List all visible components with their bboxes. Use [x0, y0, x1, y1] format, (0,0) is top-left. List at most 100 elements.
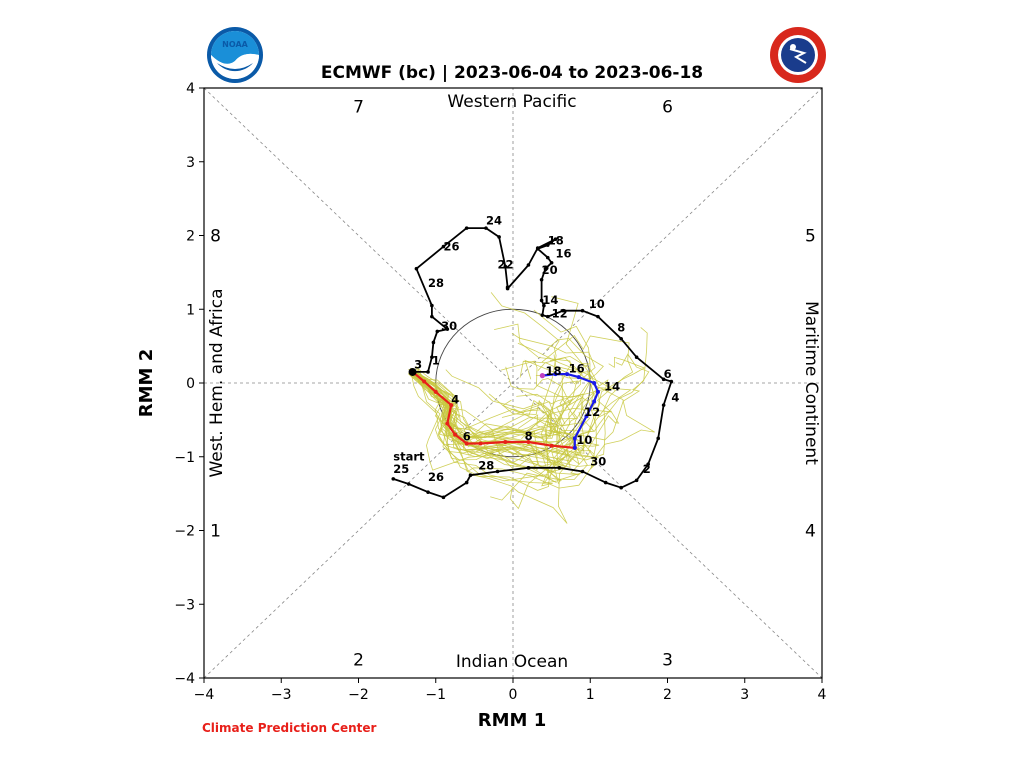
observed-point: [539, 277, 544, 282]
forecast-week2-point: [592, 399, 597, 404]
observed-point: [557, 466, 562, 470]
ensemble-member-line: [412, 369, 597, 470]
y-tick-label: −3: [174, 597, 195, 613]
observed-point: [661, 377, 666, 382]
forecast-week2-point: [553, 372, 558, 377]
day-label: 16: [569, 362, 585, 376]
day-label: 30: [441, 319, 457, 333]
observed-point: [441, 244, 446, 249]
ensemble-member-line: [412, 366, 632, 461]
observed-point: [545, 243, 550, 247]
observed-point: [619, 336, 623, 341]
x-tick-label: 4: [818, 687, 827, 703]
observed-point: [431, 340, 436, 345]
forecast-week2-line: [542, 373, 600, 448]
observed-point: [503, 264, 508, 269]
region-label-bottom: Indian Ocean: [456, 652, 568, 672]
day-label: 28: [428, 276, 444, 290]
day-label: 6: [463, 430, 471, 444]
ensemble-member-line: [414, 323, 572, 430]
y-tick-label: 3: [186, 155, 195, 171]
day-label: 26: [443, 239, 459, 253]
x-tick-label: −1: [425, 687, 446, 703]
observed-point: [646, 462, 650, 466]
chart-title: ECMWF (bc) | 2023-06-04 to 2023-06-18: [321, 63, 703, 83]
observed-point: [661, 403, 666, 407]
observed-point: [545, 255, 550, 260]
observed-point: [580, 469, 585, 474]
forecast-week1-point: [453, 432, 458, 437]
observed-point: [505, 285, 510, 289]
day-label: 22: [498, 258, 514, 272]
observed-point: [596, 314, 600, 319]
observed-point: [526, 466, 531, 470]
ensemble-member-line: [412, 370, 553, 487]
x-tick-label: 3: [740, 687, 749, 703]
observed-point: [549, 260, 554, 265]
day-label: 28: [478, 458, 494, 472]
forecast-week1-line: [411, 371, 575, 449]
day-label: 20: [542, 263, 558, 277]
phase-number: 4: [805, 522, 816, 542]
observed-point: [464, 480, 469, 485]
day-label: 4: [671, 390, 679, 404]
credit-text: Climate Prediction Center: [202, 721, 377, 735]
observed-point: [545, 314, 550, 319]
phase-number: 5: [805, 227, 816, 247]
x-axis-label: RMM 1: [478, 710, 546, 731]
forecast-week2-point: [572, 445, 577, 450]
day-label: 8: [525, 429, 533, 443]
day-label: 3: [414, 357, 422, 371]
observed-point: [526, 263, 531, 267]
observed-point: [553, 237, 558, 241]
ensemble-member-line: [416, 338, 604, 434]
observed-point: [391, 477, 396, 481]
observed-point: [619, 485, 623, 490]
day-label: 2: [643, 462, 651, 476]
observed-point: [542, 303, 546, 308]
observed-point: [484, 226, 488, 230]
ensemble-member-line: [412, 356, 646, 447]
day-label: 16: [555, 247, 571, 261]
phase-number: 8: [210, 227, 221, 247]
forecast-week2-point: [595, 389, 600, 394]
forecast-end-point: [539, 373, 545, 379]
day-label: 6: [664, 367, 672, 381]
forecast-week2-series: [539, 372, 600, 450]
phase-number: 2: [353, 651, 364, 671]
x-tick-label: 2: [663, 687, 672, 703]
x-tick-label: 1: [586, 687, 595, 703]
forecast-week2-point: [572, 436, 577, 441]
forecast-week1-series: [408, 367, 577, 450]
observed-point: [426, 490, 430, 494]
observed-point: [634, 355, 639, 359]
observed-point: [535, 246, 540, 250]
forecast-week2-point: [576, 375, 581, 380]
ensemble-member-line: [412, 363, 617, 454]
ensemble-member-line: [408, 374, 586, 501]
observed-point: [495, 469, 500, 474]
observed-point: [426, 370, 430, 374]
day-label: 10: [589, 297, 605, 311]
y-tick-label: 1: [186, 302, 195, 318]
x-tick-label: −3: [271, 687, 292, 703]
svg-text:NOAA: NOAA: [222, 40, 248, 49]
y-tick-label: −2: [174, 524, 195, 540]
observed-point: [669, 379, 674, 384]
observed-point: [464, 226, 469, 230]
ensemble-member-line: [416, 365, 588, 480]
ensemble-member-line: [411, 374, 595, 465]
observed-point: [634, 478, 639, 483]
y-tick-label: −1: [174, 450, 195, 466]
y-tick-label: 4: [186, 81, 195, 97]
day-label: 18: [548, 233, 564, 247]
observed-point: [468, 473, 473, 477]
observed-point: [430, 314, 434, 319]
plot-grid: 7 68 51 42 3: [203, 87, 823, 679]
observed-point: [561, 308, 566, 313]
day-label: start: [393, 449, 425, 463]
ensemble-member-line: [408, 309, 591, 439]
